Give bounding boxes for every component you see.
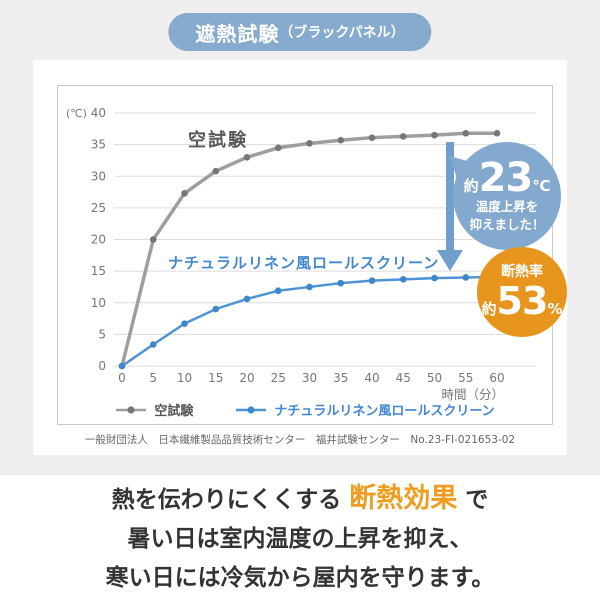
svg-text:20: 20 <box>239 371 254 385</box>
bottom-caption: 熱を伝わりにくくする 断熱効果 で 暑い日は室内温度の上昇を抑え、 寒い日には冷… <box>0 479 600 598</box>
legend-label-roll-screen: ナチュラルリネン風ロールスクリーン <box>274 404 495 419</box>
caption-line-1: 熱を伝わりにくくする 断熱効果 で <box>0 479 600 520</box>
svg-text:時間（分）: 時間（分） <box>441 387 504 402</box>
svg-text:5: 5 <box>98 327 106 341</box>
caption-line1-pre: 熱を伝わりにくくする <box>111 487 350 513</box>
legend-item-roll-screen: ナチュラルリネン風ロールスクリーン <box>235 400 495 419</box>
svg-text:15: 15 <box>208 371 223 385</box>
series-label-roll-screen: ナチュラルリネン風ロールスクリーン <box>168 254 440 272</box>
svg-text:50: 50 <box>427 371 442 385</box>
chart-plot-area: 0 5 10 15 20 25 30 35 40 (℃) 0 5 10 15 20 25 30 35 40 45 50 5… <box>57 85 553 425</box>
svg-text:35: 35 <box>91 138 106 152</box>
svg-text:0: 0 <box>98 359 106 373</box>
chart-card: 0 5 10 15 20 25 30 35 40 (℃) 0 5 10 15 20 25 30 35 40 45 50 5… <box>33 60 567 455</box>
svg-text:60: 60 <box>489 371 504 385</box>
insulation-unit: % <box>547 299 563 318</box>
insulation-value: 53 <box>496 278 549 323</box>
test-certificate-footnote: 一般財団法人 日本繊維製品品質技術センター 福井試験センター No.23-FI-… <box>84 434 516 446</box>
svg-text:5: 5 <box>149 371 157 385</box>
line-chart-svg: 0 5 10 15 20 25 30 35 40 (℃) 0 5 10 15 20 25 30 35 40 45 50 5… <box>66 106 536 402</box>
insulation-rate-badge: 断熱率 約 53 % <box>477 247 567 337</box>
series-label-blank-test: 空試験 <box>188 130 248 151</box>
insulation-approx-label: 約 <box>481 299 497 318</box>
temperature-suppression-bubble: 約 23 ℃ 温度上昇を 抑えました！ <box>453 142 561 250</box>
svg-text:45: 45 <box>396 371 411 385</box>
svg-text:30: 30 <box>302 371 317 385</box>
title-badge-sub: （ブラックパネル） <box>279 25 405 41</box>
bubble-approx-label: 約 <box>463 176 479 195</box>
svg-text:10: 10 <box>91 296 106 310</box>
legend-marker-gray-icon <box>116 405 147 414</box>
svg-text:25: 25 <box>271 371 286 385</box>
svg-text:30: 30 <box>91 169 106 183</box>
insulation-rate-title: 断熱率 <box>501 264 543 281</box>
svg-text:20: 20 <box>91 233 106 247</box>
svg-text:10: 10 <box>177 371 192 385</box>
svg-text:35: 35 <box>333 371 348 385</box>
caption-line-2: 暑い日は室内温度の上昇を抑え、 <box>127 526 473 552</box>
chart-legend: 空試験 ナチュラルリネン風ロールスクリーン <box>58 400 552 419</box>
svg-text:40: 40 <box>91 106 106 120</box>
bubble-caption-line2: 抑えました！ <box>469 217 545 232</box>
bubble-caption-line1: 温度上昇を <box>475 198 539 214</box>
bubble-value: 23 <box>478 154 534 201</box>
svg-text:40: 40 <box>364 371 379 385</box>
legend-item-blank-test: 空試験 <box>115 400 193 419</box>
caption-line1-post: で <box>457 487 489 513</box>
svg-text:(℃): (℃) <box>66 107 87 120</box>
svg-text:25: 25 <box>91 201 106 215</box>
caption-line-3: 寒い日には冷気から屋内を守ります。 <box>105 565 495 591</box>
legend-marker-blue-icon <box>236 405 267 414</box>
bubble-unit: ℃ <box>532 176 551 195</box>
title-badge: 遮熱試験 （ブラックパネル） <box>168 13 432 51</box>
title-badge-main: 遮熱試験 <box>195 21 280 46</box>
svg-text:15: 15 <box>91 264 106 278</box>
caption-highlight: 断熱効果 <box>349 483 458 514</box>
legend-label-blank-test: 空試験 <box>154 404 194 419</box>
svg-text:0: 0 <box>118 371 126 385</box>
svg-text:55: 55 <box>458 371 473 385</box>
